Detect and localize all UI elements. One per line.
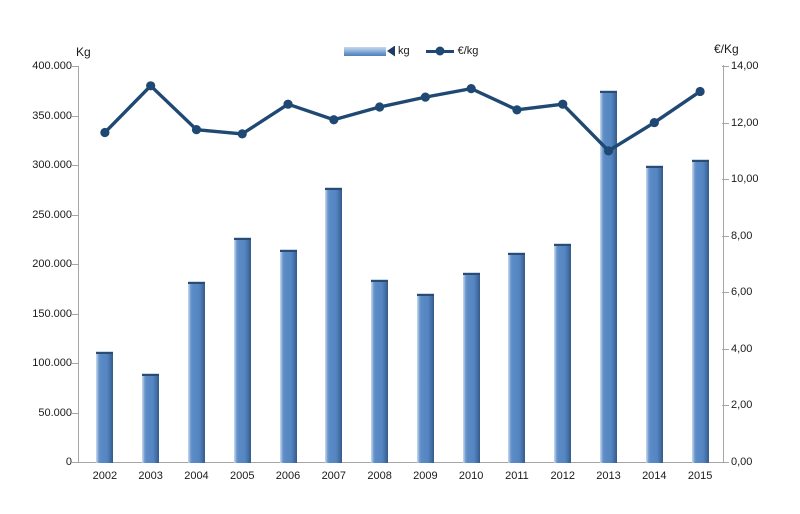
right-axis-tick bbox=[722, 123, 729, 124]
bar-swatch-tip-icon bbox=[387, 45, 395, 57]
x-axis-label-2006: 2006 bbox=[275, 470, 301, 482]
bar-swatch-icon bbox=[344, 46, 386, 56]
line-marker-2002 bbox=[100, 127, 110, 138]
right-axis-tick-label: 4,00 bbox=[731, 342, 753, 355]
x-axis-label-2005: 2005 bbox=[230, 470, 255, 482]
right-axis-tick-label: 0,00 bbox=[731, 456, 753, 468]
x-axis-label-2014: 2014 bbox=[642, 470, 667, 482]
left-axis-tick bbox=[72, 264, 79, 265]
left-axis-tick bbox=[72, 165, 79, 166]
bar-2004 bbox=[187, 280, 205, 463]
legend-label-kg: kg bbox=[398, 45, 410, 57]
right-axis-title: €/Kg bbox=[714, 42, 739, 56]
bar-2012 bbox=[554, 243, 572, 463]
left-axis-tick bbox=[72, 462, 79, 463]
legend-item-kg: kg bbox=[344, 45, 410, 57]
right-axis-tick-label: 6,00 bbox=[731, 286, 753, 299]
left-axis-tick-label: 50.000 bbox=[38, 406, 72, 419]
legend-item-eur-kg: €/kg bbox=[425, 45, 479, 57]
left-axis-tick bbox=[72, 314, 79, 315]
line-marker-2006 bbox=[283, 99, 293, 109]
bar-2010 bbox=[462, 271, 480, 463]
x-axis-label-2008: 2008 bbox=[367, 470, 392, 482]
left-axis-tick bbox=[72, 363, 79, 364]
x-axis-label-2011: 2011 bbox=[505, 470, 529, 482]
line-marker-2004 bbox=[191, 125, 202, 135]
left-axis-tick-label: 350.000 bbox=[32, 109, 72, 122]
right-axis-tick bbox=[722, 66, 729, 67]
line-marker-2009 bbox=[420, 92, 430, 102]
bar-2014 bbox=[645, 165, 663, 463]
right-axis-tick-label: 8,00 bbox=[731, 229, 753, 242]
left-axis-title: Kg bbox=[76, 45, 91, 59]
line-swatch-icon bbox=[425, 46, 454, 56]
line-marker-2005 bbox=[237, 129, 247, 139]
x-axis-label-2013: 2013 bbox=[596, 470, 621, 482]
left-axis-tick-label: 150.000 bbox=[32, 307, 72, 320]
line-marker-2007 bbox=[329, 115, 339, 125]
x-axis-label-2004: 2004 bbox=[184, 470, 209, 482]
right-axis-tick bbox=[722, 292, 729, 293]
bar-2007 bbox=[325, 186, 343, 463]
x-axis-label-2015: 2015 bbox=[687, 470, 713, 482]
line-marker-2010 bbox=[466, 84, 476, 94]
line-marker-2014 bbox=[649, 117, 659, 128]
line-marker-icon bbox=[435, 46, 445, 56]
x-axis-label-2010: 2010 bbox=[458, 470, 484, 482]
right-axis-tick-label: 14,00 bbox=[731, 60, 759, 72]
right-axis-tick bbox=[722, 179, 729, 180]
right-axis-tick bbox=[722, 405, 729, 406]
x-axis-label-2003: 2003 bbox=[138, 470, 163, 482]
line-marker-2011 bbox=[512, 105, 522, 115]
x-axis-label-2012: 2012 bbox=[550, 470, 575, 482]
right-axis-tick-label: 12,00 bbox=[731, 116, 759, 129]
line-marker-2008 bbox=[375, 102, 385, 112]
left-axis-tick-label: 0 bbox=[65, 456, 72, 468]
right-axis-tick-label: 10,00 bbox=[731, 173, 759, 186]
bar-2013 bbox=[600, 89, 618, 463]
x-axis-label-2007: 2007 bbox=[321, 470, 347, 482]
bar-2002 bbox=[96, 351, 114, 463]
left-axis-tick bbox=[72, 66, 79, 67]
right-axis-tick bbox=[722, 349, 729, 350]
left-axis-tick-label: 200.000 bbox=[32, 258, 72, 270]
bar-2006 bbox=[279, 249, 297, 463]
line-marker-2012 bbox=[558, 99, 568, 109]
left-axis-tick bbox=[72, 215, 79, 216]
bar-2015 bbox=[691, 159, 709, 463]
legend-label-eur-kg: €/kg bbox=[457, 45, 479, 57]
left-axis-tick-label: 400.000 bbox=[32, 60, 72, 72]
line-marker-2003 bbox=[146, 81, 156, 91]
x-axis-label-2009: 2009 bbox=[413, 470, 438, 482]
right-axis-tick bbox=[722, 236, 729, 237]
x-axis-label-2002: 2002 bbox=[92, 470, 118, 482]
left-axis-tick-label: 250.000 bbox=[32, 208, 72, 221]
bar-2008 bbox=[371, 278, 389, 463]
x-axis-line bbox=[78, 462, 725, 463]
left-axis-tick bbox=[72, 116, 79, 117]
bar-2011 bbox=[508, 252, 526, 463]
bar-2003 bbox=[142, 372, 160, 463]
bar-2009 bbox=[416, 292, 434, 463]
right-axis-line bbox=[723, 65, 724, 462]
left-axis-tick-label: 100.000 bbox=[32, 357, 72, 369]
legend: kg €/kg bbox=[344, 45, 478, 57]
left-axis-tick-label: 300.000 bbox=[32, 159, 72, 171]
bar-2005 bbox=[233, 237, 251, 463]
left-axis-tick bbox=[72, 413, 79, 414]
line-marker-2015 bbox=[695, 86, 705, 97]
right-axis-tick bbox=[722, 462, 729, 463]
right-axis-tick-label: 2,00 bbox=[731, 399, 753, 412]
